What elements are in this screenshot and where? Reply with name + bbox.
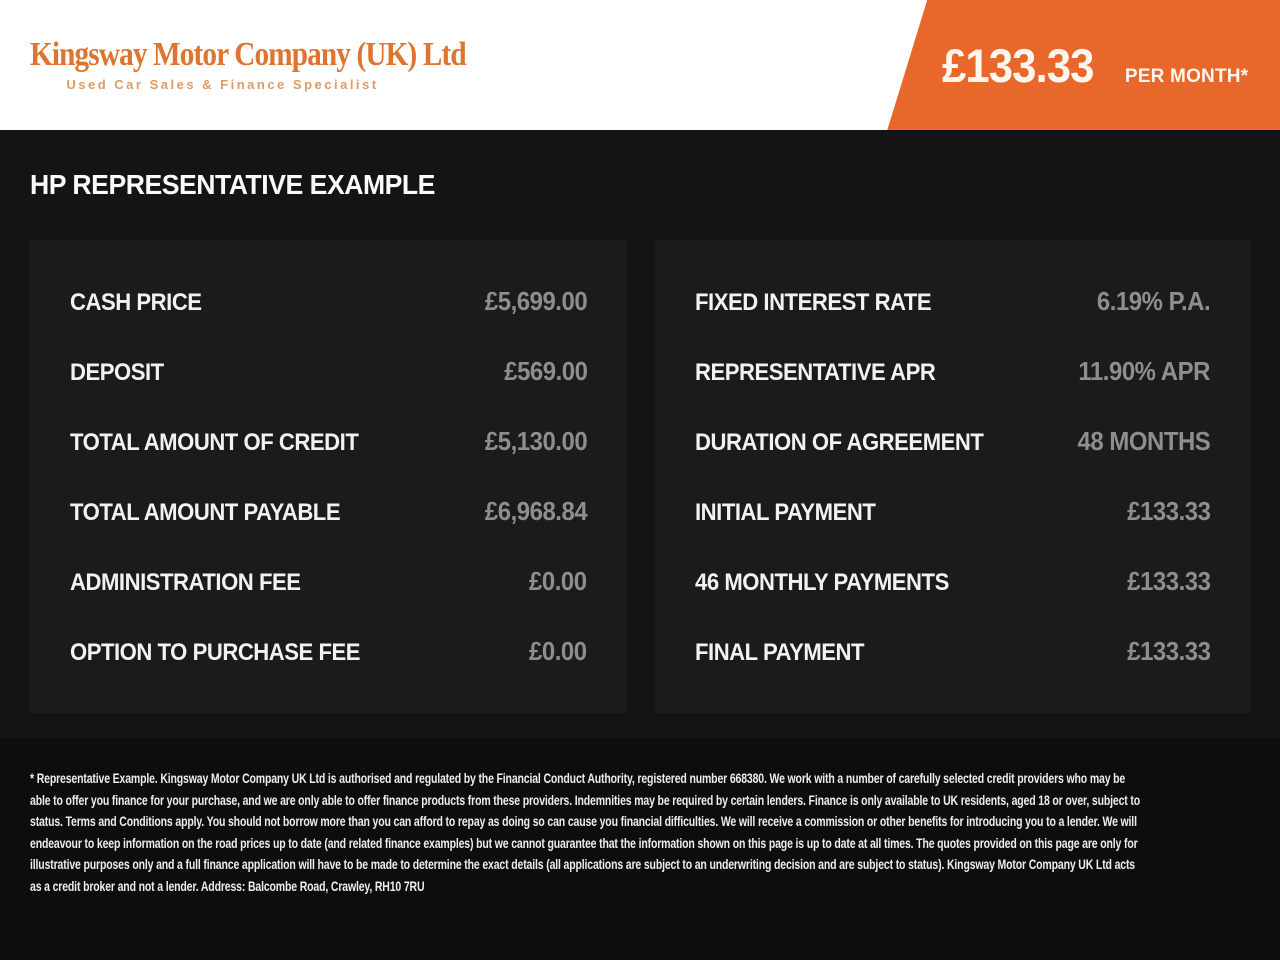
row-value: £0.00	[529, 636, 587, 667]
page-title: HP REPRESENTATIVE EXAMPLE	[30, 169, 435, 200]
row-label: TOTAL AMOUNT PAYABLE	[70, 499, 341, 527]
monthly-price-banner: £133.33 PER MONTH*	[887, 0, 1280, 130]
row-label: TOTAL AMOUNT OF CREDIT	[70, 428, 359, 456]
row-label: REPRESENTATIVE APR	[695, 358, 936, 386]
legal-disclaimer: * Representative Example. Kingsway Motor…	[30, 770, 1141, 894]
row-value: £133.33	[1126, 566, 1211, 597]
row-value: £133.33	[1126, 636, 1211, 667]
row-value: £5,130.00	[484, 425, 588, 456]
finance-row-apr: REPRESENTATIVE APR 11.90% APR	[695, 356, 1210, 387]
footer: * Representative Example. Kingsway Motor…	[0, 738, 1280, 960]
row-label: DEPOSIT	[70, 358, 164, 386]
finance-row-total-payable: TOTAL AMOUNT PAYABLE £6,968.84	[70, 496, 587, 527]
row-label: FIXED INTEREST RATE	[695, 288, 932, 316]
row-value: £0.00	[529, 566, 587, 597]
finance-row-option-fee: OPTION TO PURCHASE FEE £0.00	[70, 636, 587, 667]
row-label: FINAL PAYMENT	[695, 639, 865, 667]
row-value: £5,699.00	[484, 285, 588, 316]
finance-row-admin-fee: ADMINISTRATION FEE £0.00	[70, 566, 587, 597]
row-value: 11.90% APR	[1078, 355, 1211, 386]
finance-row-total-credit: TOTAL AMOUNT OF CREDIT £5,130.00	[70, 426, 587, 457]
row-label: CASH PRICE	[70, 288, 202, 316]
row-value: £569.00	[503, 355, 588, 386]
row-label: 46 MONTHLY PAYMENTS	[695, 569, 949, 597]
finance-panel-right: FIXED INTEREST RATE 6.19% P.A. REPRESENT…	[655, 240, 1250, 713]
finance-row-deposit: DEPOSIT £569.00	[70, 356, 587, 387]
row-value: £133.33	[1126, 496, 1211, 527]
row-value: £6,968.84	[484, 496, 588, 527]
finance-row-cash-price: CASH PRICE £5,699.00	[70, 286, 587, 317]
finance-row-initial-payment: INITIAL PAYMENT £133.33	[695, 496, 1210, 527]
finance-row-monthly-payments: 46 MONTHLY PAYMENTS £133.33	[695, 566, 1210, 597]
finance-row-duration: DURATION OF AGREEMENT 48 MONTHS	[695, 426, 1210, 457]
company-logo: Kingsway Motor Company (UK) Ltd Used Car…	[30, 36, 467, 92]
row-label: INITIAL PAYMENT	[695, 499, 876, 527]
row-label: DURATION OF AGREEMENT	[695, 428, 984, 456]
monthly-price-period: PER MONTH*	[1124, 65, 1249, 87]
header: Kingsway Motor Company (UK) Ltd Used Car…	[0, 0, 1280, 130]
row-value: 48 MONTHS	[1077, 425, 1210, 456]
company-tagline: Used Car Sales & Finance Specialist	[66, 77, 379, 92]
row-value: 6.19% P.A.	[1096, 285, 1211, 316]
row-label: OPTION TO PURCHASE FEE	[70, 639, 361, 667]
finance-row-final-payment: FINAL PAYMENT £133.33	[695, 636, 1210, 667]
finance-panel-left: CASH PRICE £5,699.00 DEPOSIT £569.00 TOT…	[30, 240, 627, 713]
monthly-price-amount: £133.33	[942, 38, 1094, 92]
company-name: Kingsway Motor Company (UK) Ltd	[30, 36, 467, 73]
finance-row-interest-rate: FIXED INTEREST RATE 6.19% P.A.	[695, 286, 1210, 317]
row-label: ADMINISTRATION FEE	[70, 569, 301, 597]
